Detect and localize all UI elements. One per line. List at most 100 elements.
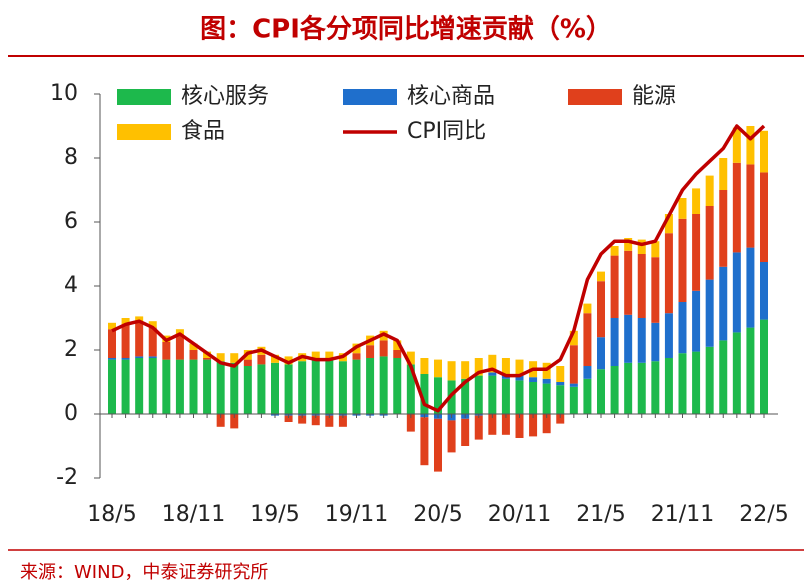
- bar: [637, 362, 646, 414]
- bar: [664, 233, 673, 314]
- bar: [474, 415, 483, 440]
- legend-swatch: [117, 89, 171, 105]
- bar: [216, 414, 225, 427]
- bar: [597, 369, 605, 414]
- bar: [732, 127, 741, 163]
- bar: [624, 250, 633, 315]
- bar: [719, 266, 728, 341]
- bar: [719, 340, 728, 414]
- bar: [637, 254, 646, 318]
- bar: [189, 359, 198, 414]
- bar: [556, 366, 565, 382]
- bar: [393, 350, 402, 358]
- bar: [760, 319, 768, 414]
- x-tick-label: 18/5: [87, 502, 136, 527]
- bar: [420, 417, 429, 466]
- bar: [406, 351, 415, 365]
- bar: [108, 329, 116, 358]
- legend-label: CPI同比: [407, 119, 486, 144]
- bar: [352, 359, 361, 414]
- bar: [434, 377, 442, 414]
- bar: [474, 358, 483, 376]
- bar: [651, 241, 660, 258]
- bar: [569, 386, 578, 414]
- bar: [135, 356, 144, 358]
- legend-swatch: [343, 89, 397, 105]
- bar: [393, 340, 402, 350]
- bar: [148, 358, 157, 414]
- bar: [556, 385, 565, 414]
- legend-swatch: [568, 89, 622, 105]
- bar: [108, 322, 116, 330]
- bar: [379, 356, 388, 414]
- bar: [624, 314, 633, 363]
- bar: [461, 378, 470, 414]
- bar: [569, 383, 578, 387]
- bar: [121, 358, 130, 360]
- bar: [692, 188, 701, 214]
- bar: [311, 415, 320, 426]
- bar: [583, 366, 592, 379]
- bar: [284, 364, 293, 414]
- bar: [569, 330, 578, 346]
- bar: [257, 364, 266, 414]
- bar: [678, 302, 687, 354]
- bar: [651, 257, 660, 323]
- x-tick-label: 21/5: [576, 502, 625, 527]
- bar: [583, 313, 592, 366]
- bar: [121, 318, 130, 325]
- legend-label: 能源: [632, 84, 676, 109]
- x-tick-label: 21/11: [651, 502, 714, 527]
- bar: [447, 420, 456, 453]
- bar: [338, 361, 347, 414]
- bar: [203, 359, 212, 414]
- bar: [325, 415, 334, 427]
- bar: [692, 351, 701, 414]
- bar: [610, 255, 619, 318]
- bar: [379, 340, 388, 357]
- bar: [406, 364, 415, 414]
- bar: [678, 198, 687, 219]
- bar: [298, 415, 307, 424]
- bar: [529, 414, 538, 437]
- bar: [637, 318, 646, 363]
- bar: [488, 372, 497, 376]
- source: 来源：WIND，中泰证券研究所: [20, 562, 268, 583]
- bar: [243, 359, 252, 366]
- bar: [230, 414, 239, 429]
- bar: [420, 374, 429, 414]
- y-tick-label: 2: [64, 337, 78, 362]
- bar: [705, 279, 714, 347]
- bar: [393, 358, 402, 414]
- y-tick-label: 4: [64, 273, 78, 298]
- bar: [284, 415, 293, 422]
- bar: [529, 377, 538, 382]
- y-tick-label: 10: [50, 81, 78, 106]
- bar: [569, 345, 578, 384]
- bar: [108, 359, 116, 414]
- bar: [447, 361, 456, 381]
- bar: [651, 322, 660, 362]
- x-tick-label: 18/11: [162, 502, 225, 527]
- bar: [162, 342, 171, 360]
- bar: [243, 366, 252, 414]
- bar: [542, 414, 551, 434]
- bar: [732, 162, 741, 253]
- bar: [148, 321, 157, 328]
- bar: [175, 359, 184, 414]
- bar: [230, 362, 239, 414]
- bar: [705, 206, 714, 280]
- bar: [203, 358, 212, 360]
- bar: [705, 175, 714, 206]
- bar: [678, 218, 687, 302]
- bar: [148, 356, 157, 358]
- bar: [746, 164, 755, 248]
- bar: [624, 362, 633, 414]
- bar: [230, 353, 239, 363]
- legend-label: 核心服务: [181, 84, 269, 109]
- bar: [515, 359, 524, 376]
- bar: [216, 361, 225, 414]
- chart-title: 图：CPI各分项同比增速贡献（%）: [200, 14, 612, 45]
- bar: [583, 303, 592, 314]
- bar: [461, 361, 470, 379]
